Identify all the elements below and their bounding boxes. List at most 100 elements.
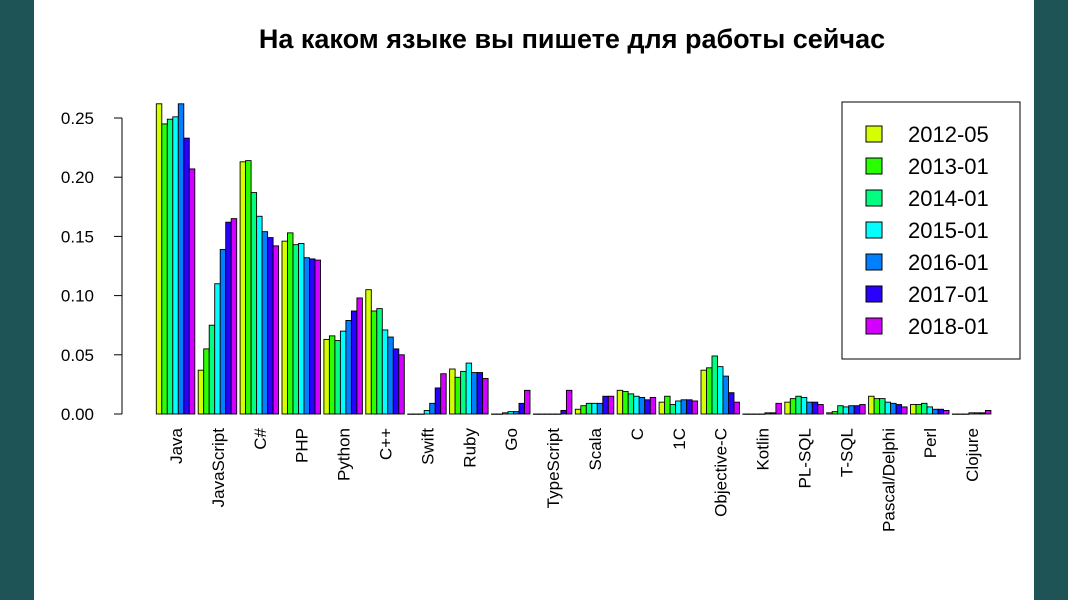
legend-swatch bbox=[865, 317, 883, 335]
bar-ruby-2016-01 bbox=[471, 372, 478, 415]
bar-t-sql-2015-01 bbox=[842, 406, 850, 415]
bar-pl-sql-2013-01 bbox=[789, 398, 797, 415]
bar-t-sql-2014-01 bbox=[837, 405, 844, 415]
bar-pl-sql-2012-05 bbox=[784, 401, 791, 415]
bar-1c-2014-01 bbox=[669, 404, 677, 415]
bar-java-2015-01 bbox=[172, 116, 179, 415]
bar-perl-2014-01 bbox=[921, 402, 928, 415]
bar-scala-2015-01 bbox=[591, 402, 598, 415]
bar-java-2018-01 bbox=[188, 168, 196, 415]
bar-ruby-2018-01 bbox=[482, 378, 489, 415]
bar-php-2016-01 bbox=[303, 257, 310, 415]
bar-ruby-2015-01 bbox=[465, 362, 473, 415]
bar-java-2013-01 bbox=[161, 123, 168, 415]
legend-label: 2016-01 bbox=[908, 250, 989, 275]
bar-php-2014-01 bbox=[292, 244, 299, 415]
bar-ruby-2014-01 bbox=[460, 370, 467, 415]
bar-perl-2015-01 bbox=[926, 406, 933, 415]
bar-c-2018-01 bbox=[649, 396, 657, 415]
legend-label: 2014-01 bbox=[908, 186, 989, 211]
bar-clojure-2018-01 bbox=[984, 410, 992, 415]
bar-objective-c-2016-01 bbox=[722, 375, 729, 415]
bar-pascal-delphi-2013-01 bbox=[873, 398, 881, 415]
y-tick-label: 0.15 bbox=[61, 227, 94, 246]
y-axis: 0.00 0.05 0.10 0.15 0.20 0.25 bbox=[61, 109, 123, 424]
bar-c--2017-01 bbox=[267, 237, 274, 415]
bar-pascal-delphi-2017-01 bbox=[895, 404, 903, 415]
bar-pascal-delphi-2014-01 bbox=[879, 398, 886, 415]
bar-php-2015-01 bbox=[298, 243, 305, 415]
bar-pascal-delphi-2015-01 bbox=[884, 401, 892, 415]
bar-c--2017-01 bbox=[392, 348, 400, 415]
bar-c--2014-01 bbox=[250, 192, 258, 415]
bar-ruby-2013-01 bbox=[454, 376, 462, 415]
bar-c--2016-01 bbox=[387, 336, 394, 415]
x-tick-label: Go bbox=[502, 428, 521, 451]
bar-c--2018-01 bbox=[398, 354, 405, 415]
bar-clojure-2017-01 bbox=[979, 412, 986, 415]
x-tick-label: Python bbox=[335, 428, 354, 481]
bar-c-2013-01 bbox=[622, 391, 629, 415]
bar-c--2013-01 bbox=[370, 310, 378, 415]
x-tick-label: Perl bbox=[921, 428, 940, 458]
legend-label: 2017-01 bbox=[908, 282, 989, 307]
bar-1c-2015-01 bbox=[675, 400, 682, 415]
x-tick-label: Kotlin bbox=[754, 428, 773, 471]
bar-python-2013-01 bbox=[328, 335, 336, 415]
bar-pl-sql-2017-01 bbox=[811, 401, 819, 415]
bar-swift-2016-01 bbox=[429, 402, 436, 415]
bar-go-2018-01 bbox=[524, 389, 531, 415]
bar-c-2015-01 bbox=[633, 395, 640, 415]
x-tick-label: PL-SQL bbox=[796, 428, 815, 488]
bar-c-2016-01 bbox=[638, 396, 646, 415]
bar-c--2014-01 bbox=[376, 308, 383, 415]
bar-t-sql-2013-01 bbox=[831, 411, 839, 415]
legend-label: 2012-05 bbox=[908, 122, 989, 147]
bar-python-2017-01 bbox=[350, 310, 358, 415]
x-tick-label: Pascal/Delphi bbox=[879, 428, 898, 532]
x-tick-label: TypeScript bbox=[544, 428, 563, 509]
y-tick-label: 0.25 bbox=[61, 109, 94, 128]
bar-typescript-2018-01 bbox=[565, 389, 573, 415]
legend-swatch bbox=[865, 285, 883, 303]
bar-c--2018-01 bbox=[272, 245, 280, 415]
bar-kotlin-2016-01 bbox=[764, 412, 771, 415]
bar-pl-sql-2014-01 bbox=[795, 395, 802, 415]
bar-kotlin-2018-01 bbox=[775, 402, 782, 415]
y-tick-label: 0.05 bbox=[61, 346, 94, 365]
bar-objective-c-2017-01 bbox=[728, 392, 735, 415]
bar-ruby-2012-05 bbox=[449, 368, 456, 415]
bar-objective-c-2018-01 bbox=[733, 401, 740, 415]
legend-label: 2013-01 bbox=[908, 154, 989, 179]
bar-clojure-2015-01 bbox=[968, 412, 975, 415]
bar-python-2012-05 bbox=[323, 338, 330, 415]
legend-swatch bbox=[865, 253, 883, 271]
bar-scala-2016-01 bbox=[596, 402, 604, 415]
bars bbox=[155, 103, 992, 415]
bar-perl-2017-01 bbox=[937, 408, 944, 415]
bar-c--2012-05 bbox=[365, 289, 372, 415]
bar-javascript-2017-01 bbox=[225, 221, 232, 415]
bar-scala-2013-01 bbox=[580, 405, 587, 415]
bar-perl-2013-01 bbox=[915, 404, 922, 415]
bar-objective-c-2015-01 bbox=[717, 366, 724, 415]
legend-label: 2018-01 bbox=[908, 314, 989, 339]
x-tick-label: Objective-C bbox=[712, 428, 731, 517]
bar-1c-2013-01 bbox=[664, 395, 671, 415]
bar-python-2015-01 bbox=[339, 330, 347, 415]
bar-javascript-2016-01 bbox=[219, 248, 227, 415]
bar-c--2013-01 bbox=[245, 160, 252, 415]
bar-pl-sql-2015-01 bbox=[800, 396, 808, 415]
bar-1c-2016-01 bbox=[680, 399, 688, 415]
bar-objective-c-2012-05 bbox=[700, 369, 707, 415]
bar-objective-c-2014-01 bbox=[711, 355, 718, 415]
y-tick-label: 0.10 bbox=[61, 287, 94, 306]
bar-t-sql-2018-01 bbox=[859, 404, 866, 415]
x-tick-label: Ruby bbox=[460, 428, 479, 468]
legend-swatch bbox=[865, 189, 883, 207]
bar-php-2013-01 bbox=[287, 232, 294, 415]
x-axis-labels: Java JavaScript C# PHP Python C++ Swift Ruby Go T… bbox=[167, 427, 982, 531]
bar-go-2014-01 bbox=[502, 412, 509, 415]
x-tick-label: C# bbox=[251, 427, 270, 449]
bar-c-2012-05 bbox=[616, 389, 624, 415]
